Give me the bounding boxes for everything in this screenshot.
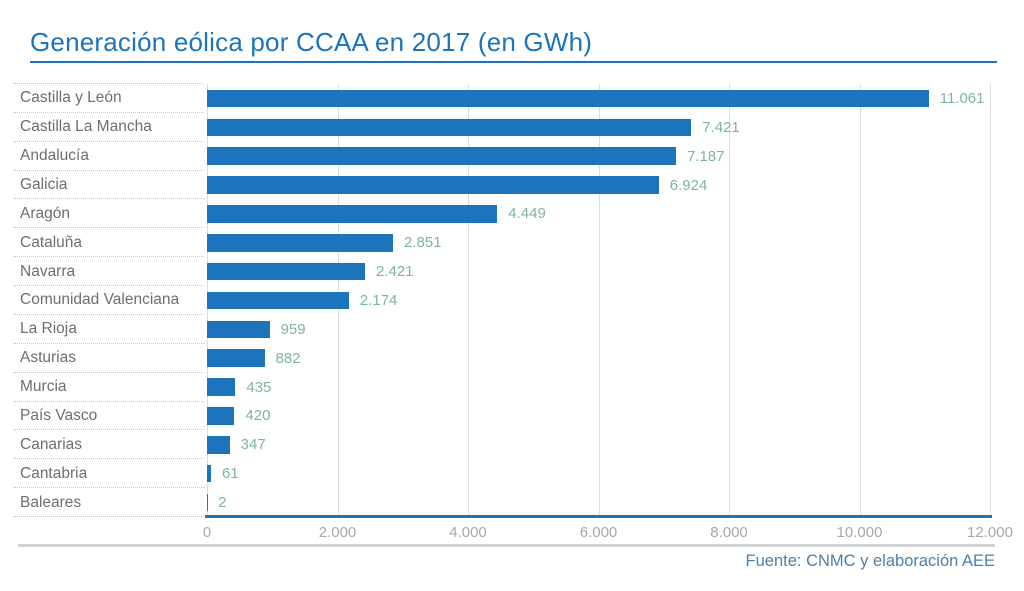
chart-row: Cataluña 2.851 xyxy=(14,227,1010,257)
bar xyxy=(207,89,929,108)
row-separator xyxy=(14,515,204,517)
plot-area: Castilla y León 11.061 Castilla La Mancha 7… xyxy=(14,83,1010,517)
x-tick-label: 4.000 xyxy=(449,524,487,541)
value-label: 2.851 xyxy=(404,234,442,252)
bar xyxy=(207,176,659,194)
bar xyxy=(207,407,235,425)
row-separator xyxy=(14,227,204,229)
chart-title: Generación eólica por CCAA en 2017 (en G… xyxy=(30,27,593,57)
footer-divider xyxy=(18,544,995,547)
value-label: 2.421 xyxy=(375,263,414,281)
gridline xyxy=(598,84,600,517)
source-caption: Fuente: CNMC y elaboración AEE xyxy=(745,552,995,570)
gridline xyxy=(468,84,469,517)
category-label: Cantabria xyxy=(20,464,88,482)
row-separator xyxy=(14,342,204,344)
bar xyxy=(207,436,230,454)
value-label: 347 xyxy=(240,436,266,454)
gridline xyxy=(859,84,861,517)
chart-row: Canarias 347 xyxy=(14,429,1010,459)
category-label: Aragón xyxy=(20,204,70,222)
row-separator xyxy=(14,169,204,171)
chart-row: País Vasco 420 xyxy=(14,400,1010,431)
value-label: 435 xyxy=(246,378,272,396)
value-label: 7.187 xyxy=(686,147,725,165)
row-separator xyxy=(14,371,204,373)
value-label: 2.174 xyxy=(359,291,398,309)
bar xyxy=(207,118,692,137)
chart-row: Castilla y León 11.061 xyxy=(14,83,1010,113)
category-label: La Rioja xyxy=(20,320,77,338)
x-tick-label: 0 xyxy=(202,524,212,541)
x-tick-label: 8.000 xyxy=(710,524,748,541)
value-label: 959 xyxy=(280,320,306,338)
row-separator xyxy=(14,429,204,431)
bar xyxy=(207,205,498,223)
bar xyxy=(207,147,676,165)
category-label: Galicia xyxy=(20,176,68,194)
chart-row: Galicia 6.924 xyxy=(14,169,1010,200)
chart-row: Aragón 4.449 xyxy=(14,198,1010,228)
bar xyxy=(207,464,211,483)
gridline xyxy=(990,84,991,517)
title-underline xyxy=(30,61,997,63)
row-separator xyxy=(14,256,204,258)
row-separator xyxy=(14,140,204,142)
row-separator xyxy=(14,400,204,402)
row-separator xyxy=(14,83,204,84)
chart-row: Castilla La Mancha 7.421 xyxy=(14,111,1010,142)
value-label: 6.924 xyxy=(669,176,708,194)
chart-row: Andalucía 7.187 xyxy=(14,140,1010,171)
row-separator xyxy=(14,111,204,113)
category-label: Comunidad Valenciana xyxy=(20,291,180,309)
row-separator xyxy=(14,313,204,315)
category-label: País Vasco xyxy=(20,406,98,424)
chart-row: Cantabria 61 xyxy=(14,458,1010,488)
chart-row: Navarra 2.421 xyxy=(14,256,1010,286)
value-label: 4.449 xyxy=(508,205,546,223)
row-separator xyxy=(14,487,204,489)
x-tick-label: 10.000 xyxy=(836,524,883,541)
value-label: 7.421 xyxy=(702,118,740,136)
bar xyxy=(207,291,349,310)
value-label: 882 xyxy=(275,349,301,367)
gridline xyxy=(729,84,730,517)
category-label: Castilla y León xyxy=(20,89,122,107)
x-tick-label: 2.000 xyxy=(318,524,357,541)
x-tick-label: 6.000 xyxy=(579,524,618,541)
chart-row: Murcia 435 xyxy=(14,371,1010,402)
chart-row: La Rioja 959 xyxy=(14,313,1010,344)
row-separator xyxy=(14,458,204,460)
chart-row: Baleares 2 xyxy=(14,487,1010,517)
row-separator xyxy=(14,285,204,287)
bar xyxy=(207,378,236,396)
category-label: Baleares xyxy=(20,493,82,511)
category-label: Andalucía xyxy=(20,147,89,165)
category-label: Canarias xyxy=(20,435,83,453)
chart-row: Asturias 882 xyxy=(14,342,1010,373)
bar xyxy=(207,234,394,252)
value-label: 420 xyxy=(245,407,271,425)
row-separator xyxy=(14,198,204,200)
bar xyxy=(207,349,265,367)
category-label: Castilla La Mancha xyxy=(20,118,152,136)
value-label: 2 xyxy=(218,494,227,512)
value-label: 11.061 xyxy=(939,89,985,107)
chart-row: Comunidad Valenciana 2.174 xyxy=(14,285,1010,315)
bar xyxy=(207,320,270,339)
category-label: Murcia xyxy=(20,378,67,396)
x-tick-label: 12.000 xyxy=(967,524,1013,541)
category-label: Cataluña xyxy=(20,233,83,251)
category-label: Asturias xyxy=(20,349,76,367)
x-axis-line xyxy=(205,515,992,518)
value-label: 61 xyxy=(221,465,239,483)
category-label: Navarra xyxy=(20,262,76,280)
bar xyxy=(207,262,365,281)
